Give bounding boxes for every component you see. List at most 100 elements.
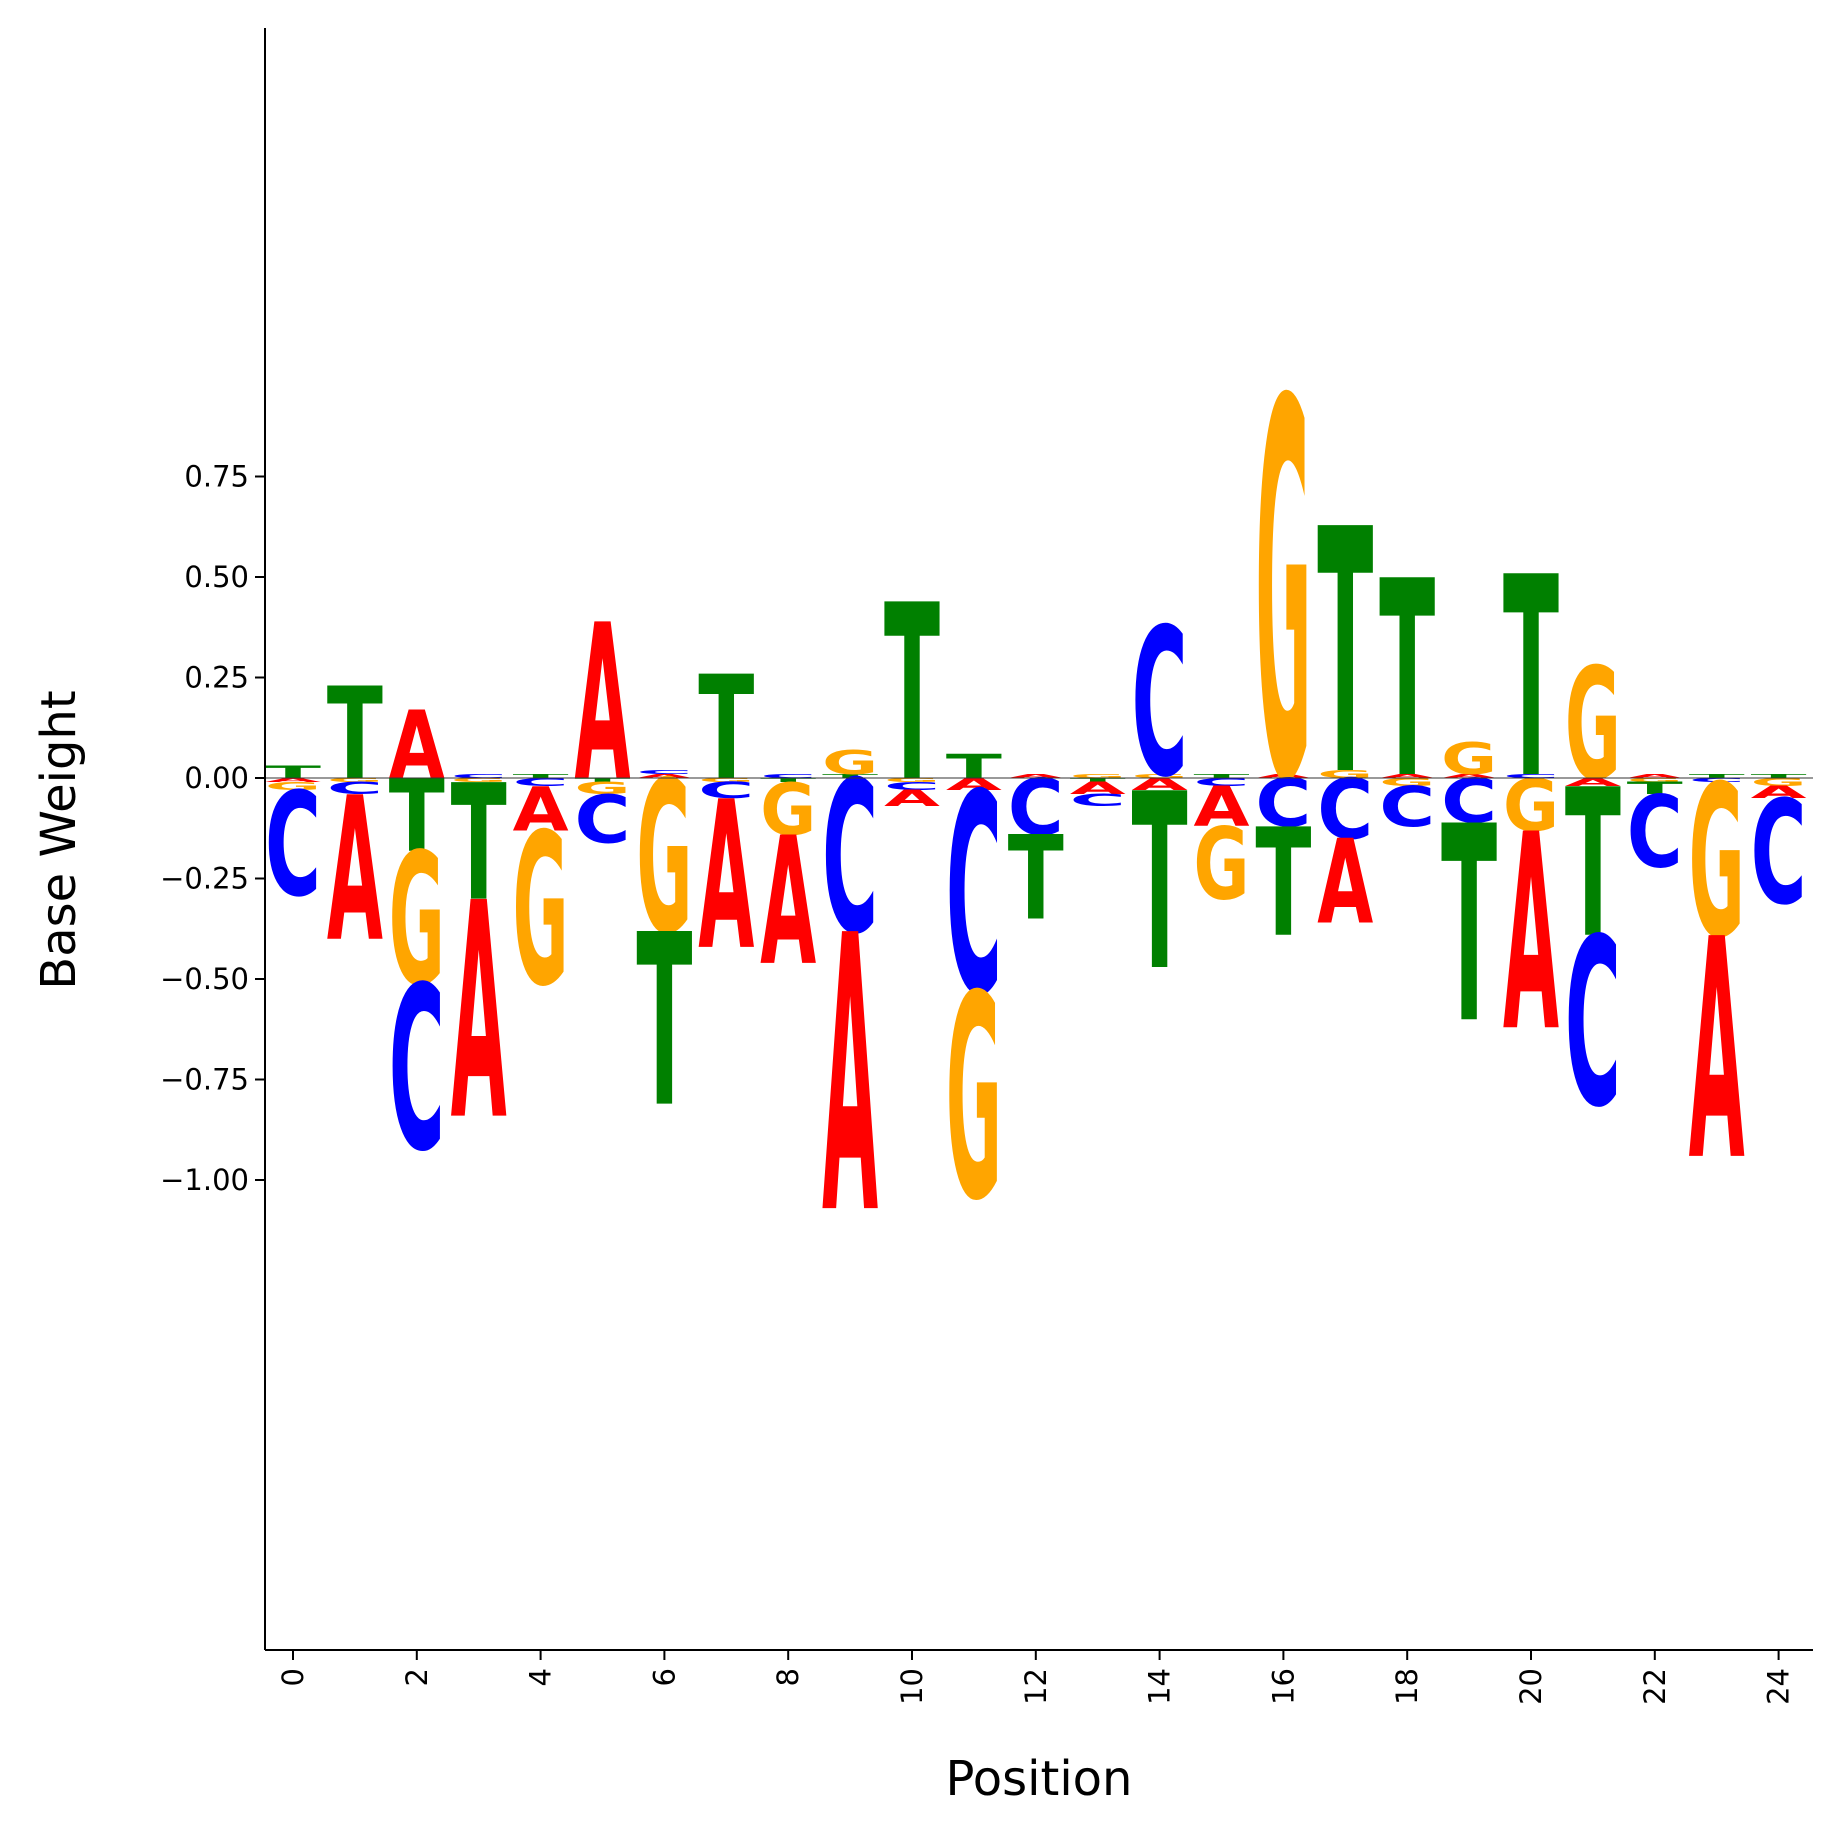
logo-letter-g-pos-21: G — [1565, 636, 1621, 816]
logo-letter-t-pos-12: T — [1008, 811, 1064, 946]
logo-letter-c-pos-4: C — [513, 776, 569, 789]
logo-letter-c-pos-11: C — [946, 735, 1002, 1057]
x-tick-label: 4 — [524, 1668, 558, 1686]
y-tick-label: −0.75 — [160, 1063, 249, 1097]
logo-letter-g-pos-18: G — [1379, 776, 1435, 789]
logo-letter-a-pos-23: A — [1689, 875, 1745, 1227]
logo-letter-a-pos-6: A — [636, 773, 692, 779]
x-tick-label: 8 — [771, 1668, 805, 1686]
x-tick-label: 20 — [1514, 1668, 1548, 1705]
logo-letter-t-pos-20: T — [1503, 518, 1559, 839]
logo-letter-t-pos-14: T — [1132, 742, 1188, 1025]
x-axis-title: Position — [946, 1751, 1133, 1807]
logo-letter-g-pos-14: G — [1132, 773, 1188, 779]
logo-letter-t-pos-9: T — [822, 773, 878, 779]
logo-letter-g-pos-0: G — [265, 780, 321, 793]
logo-letter-g-pos-3: G — [451, 777, 507, 783]
logo-letter-t-pos-2: T — [389, 760, 445, 874]
logo-letter-t-pos-7: T — [698, 645, 754, 812]
logo-letter-a-pos-19: A — [1441, 773, 1497, 779]
logo-letter-g-pos-19: G — [1441, 733, 1497, 784]
logo-letter-g-pos-24: G — [1751, 776, 1807, 789]
logo-letter-a-pos-3: A — [451, 841, 507, 1187]
logo-letter-a-pos-1: A — [327, 755, 383, 986]
x-tick-label: 16 — [1266, 1668, 1300, 1705]
logo-letter-a-pos-5: A — [575, 578, 631, 829]
logo-letter-t-pos-10: T — [884, 553, 940, 836]
logo-letter-c-pos-9: C — [822, 738, 878, 981]
x-ticks: 0 2 4 6 8 10 12 14 16 18 20 22 24 — [276, 1650, 1796, 1705]
y-tick-label: 0.00 — [184, 761, 249, 795]
logo-letter-g-pos-1: G — [327, 777, 383, 783]
logo-letter-a-pos-12: A — [1008, 773, 1064, 779]
logo-letter-a-pos-22: A — [1627, 773, 1683, 779]
logo-letter-a-pos-13: A — [1070, 779, 1127, 798]
logo-letter-g-pos-4: G — [513, 789, 569, 1032]
logo-letter-a-pos-17: A — [1317, 815, 1373, 950]
logo-letter-a-pos-18: A — [1379, 773, 1435, 779]
logo-letter-c-pos-18: C — [1379, 775, 1435, 840]
logo-letter-t-pos-17: T — [1317, 458, 1373, 850]
logo-letter-a-pos-8: A — [760, 799, 816, 1004]
logo-letter-a-pos-9: A — [822, 855, 879, 1298]
y-tick-label: −0.25 — [160, 862, 249, 896]
logo-letter-c-pos-10: C — [884, 780, 940, 793]
logo-letter-c-pos-19: C — [1441, 767, 1497, 837]
axes-layer — [264, 28, 1813, 1651]
logo-letter-t-pos-11: T — [946, 747, 1002, 786]
logo-letter-t-pos-21: T — [1565, 746, 1621, 983]
logo-letter-c-pos-24: C — [1751, 772, 1807, 938]
logo-letter-g-pos-5: G — [575, 779, 631, 798]
logo-letter-t-pos-6: T — [636, 884, 692, 1159]
x-tick-label: 2 — [400, 1668, 434, 1686]
logo-letter-c-pos-21: C — [1565, 889, 1621, 1159]
logo-letter-g-pos-2: G — [389, 816, 445, 1027]
logo-letter-g-pos-11: G — [946, 936, 1002, 1263]
logo-letter-c-pos-6: C — [636, 769, 692, 775]
logo-letter-a-pos-20: A — [1503, 777, 1559, 1091]
logo-letter-g-pos-20: G — [1503, 765, 1559, 848]
logo-letter-t-pos-1: T — [327, 662, 383, 809]
y-tick-label: 0.25 — [184, 661, 249, 695]
x-tick-label: 12 — [1019, 1668, 1053, 1705]
x-tick-label: 22 — [1638, 1668, 1672, 1705]
y-ticks: 0.75 0.50 0.25 0.00 −0.25 −0.50 −0.75 −1.00 — [160, 460, 265, 1197]
logo-letter-g-pos-23: G — [1689, 741, 1745, 984]
x-tick-label: 10 — [895, 1668, 929, 1705]
logo-letter-g-pos-9: G — [822, 743, 878, 782]
logo-letter-t-pos-0: T — [265, 763, 322, 782]
logo-letter-c-pos-8: C — [760, 773, 816, 779]
logo-letter-c-pos-14: C — [1132, 586, 1188, 823]
y-tick-label: 0.75 — [184, 460, 249, 494]
logo-letter-c-pos-7: C — [698, 778, 754, 803]
logo-letter-t-pos-22: T — [1627, 779, 1684, 798]
logo-letter-c-pos-22: C — [1627, 775, 1683, 890]
logo-letter-c-pos-23: C — [1689, 777, 1745, 783]
logo-letter-t-pos-18: T — [1379, 525, 1435, 839]
logo-letter-t-pos-8: T — [760, 777, 816, 783]
x-tick-label: 24 — [1762, 1668, 1796, 1705]
y-tick-label: 0.50 — [184, 560, 249, 594]
y-tick-label: −1.00 — [160, 1163, 249, 1197]
y-tick-label: −0.50 — [160, 962, 249, 996]
logo-letter-c-pos-20: C — [1503, 773, 1559, 779]
logo-letter-c-pos-3: C — [451, 773, 507, 779]
logo-letter-a-pos-0: A — [265, 777, 321, 783]
y-axis-title: Base Weight — [31, 690, 87, 989]
logo-letter-a-pos-16: A — [1255, 773, 1311, 779]
logo-letter-t-pos-5: T — [575, 777, 631, 783]
logo-letter-t-pos-24: T — [1751, 773, 1807, 779]
x-tick-label: 0 — [276, 1668, 310, 1686]
logo-letter-g-pos-7: G — [698, 777, 754, 783]
x-tick-label: 14 — [1143, 1668, 1177, 1705]
logo-letter-t-pos-16: T — [1255, 799, 1311, 971]
logo-letter-g-pos-22: G — [1627, 777, 1683, 783]
x-tick-label: 6 — [647, 1668, 681, 1686]
logo-letter-c-pos-13: C — [1070, 791, 1126, 810]
logo-letter-g-pos-8: G — [760, 769, 816, 852]
logo-letter-a-pos-10: A — [884, 786, 941, 812]
logo-letter-a-pos-11: A — [946, 775, 1003, 794]
